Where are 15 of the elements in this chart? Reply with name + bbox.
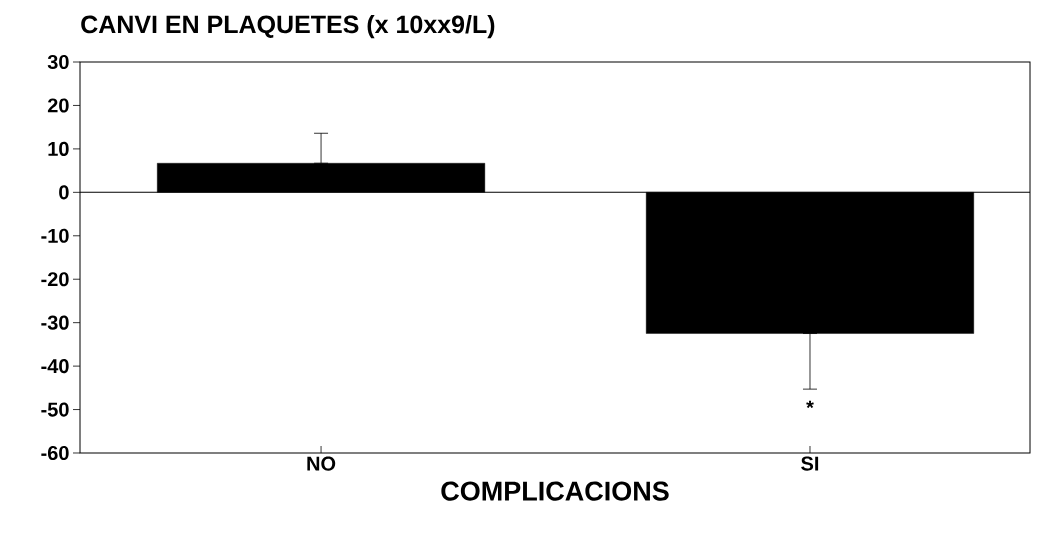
y-tick-label: -20 bbox=[41, 272, 69, 287]
y-tick-label: -60 bbox=[41, 445, 69, 461]
chart-title: CANVI EN PLAQUETES (x 10xx9/L) bbox=[81, 14, 495, 39]
y-tick-label: 0 bbox=[59, 185, 69, 200]
x-tick-label: NO bbox=[307, 456, 336, 471]
x-axis-title: COMPLICACIONS bbox=[441, 481, 669, 501]
y-tick-label: 10 bbox=[48, 141, 69, 156]
y-tick-label: -30 bbox=[41, 315, 69, 330]
y-tick-label: -50 bbox=[41, 402, 69, 417]
y-tick-label: -10 bbox=[41, 228, 69, 243]
y-tick-label: 20 bbox=[47, 98, 69, 113]
annotation: * bbox=[806, 400, 814, 409]
y-tick-label: 30 bbox=[47, 54, 69, 70]
y-tick-label: -40 bbox=[41, 359, 69, 374]
x-tick-label: SI bbox=[801, 456, 819, 471]
